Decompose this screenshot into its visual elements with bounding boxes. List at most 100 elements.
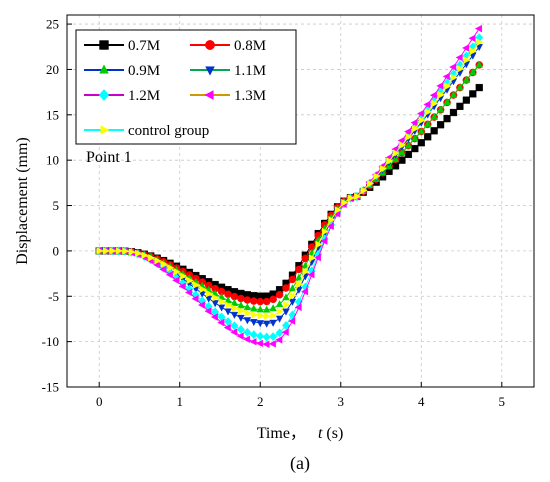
data-point bbox=[218, 297, 226, 306]
data-point bbox=[288, 317, 296, 325]
data-point bbox=[255, 339, 263, 348]
data-point bbox=[262, 297, 271, 306]
data-point bbox=[244, 309, 252, 317]
data-point bbox=[236, 324, 245, 335]
legend-marker bbox=[99, 64, 109, 74]
data-point bbox=[250, 319, 258, 327]
data-point bbox=[404, 141, 413, 149]
data-point bbox=[191, 295, 199, 303]
data-point bbox=[373, 172, 381, 180]
data-point bbox=[256, 297, 265, 306]
data-point bbox=[313, 253, 321, 262]
data-point bbox=[347, 194, 355, 202]
legend-label: 1.2M bbox=[128, 88, 160, 104]
data-point bbox=[288, 284, 297, 292]
data-point bbox=[379, 164, 387, 173]
data-point bbox=[468, 34, 476, 43]
x-tick-label: 4 bbox=[418, 394, 425, 409]
data-point bbox=[237, 294, 245, 303]
data-point bbox=[391, 155, 400, 163]
data-point bbox=[449, 90, 458, 98]
data-point bbox=[243, 335, 251, 344]
data-point bbox=[231, 304, 239, 312]
data-point bbox=[418, 116, 426, 125]
data-point bbox=[404, 127, 412, 136]
data-point bbox=[296, 280, 304, 289]
data-point bbox=[417, 127, 426, 135]
data-point bbox=[238, 307, 246, 315]
data-point bbox=[217, 318, 225, 327]
data-point bbox=[455, 53, 463, 62]
data-point bbox=[366, 179, 375, 188]
data-point bbox=[141, 251, 149, 260]
y-tick-label: -5 bbox=[48, 289, 59, 304]
data-point bbox=[399, 141, 407, 149]
data-point bbox=[223, 323, 231, 332]
y-tick-label: 0 bbox=[53, 243, 60, 258]
data-point bbox=[262, 305, 271, 313]
data-point bbox=[326, 222, 334, 230]
data-point bbox=[230, 328, 238, 336]
data-point bbox=[411, 145, 419, 153]
data-point bbox=[423, 120, 432, 128]
data-point bbox=[180, 272, 188, 280]
legend: 0.7M 0.8M 0.9M 1.1M 1.2M 1.3M control group bbox=[75, 29, 297, 145]
data-point bbox=[128, 248, 136, 256]
data-point bbox=[193, 281, 201, 289]
data-point bbox=[386, 157, 394, 165]
data-point bbox=[243, 303, 252, 311]
data-point bbox=[301, 261, 310, 269]
data-point bbox=[321, 227, 329, 236]
data-point bbox=[443, 98, 451, 106]
data-point bbox=[405, 133, 413, 141]
x-axis-label: Time， t (s) bbox=[257, 425, 344, 442]
data-point bbox=[256, 331, 265, 341]
data-point bbox=[431, 99, 439, 108]
data-point bbox=[211, 300, 219, 308]
data-point bbox=[122, 247, 130, 255]
data-point bbox=[251, 310, 259, 319]
data-point bbox=[294, 303, 302, 312]
data-point bbox=[256, 320, 264, 328]
data-point bbox=[391, 162, 400, 170]
data-point bbox=[268, 340, 276, 348]
data-point bbox=[437, 91, 445, 99]
data-point bbox=[243, 296, 252, 304]
data-point bbox=[102, 247, 110, 255]
data-point bbox=[269, 304, 277, 312]
data-point bbox=[96, 247, 104, 255]
data-point bbox=[436, 105, 445, 113]
data-point bbox=[354, 192, 362, 201]
data-point bbox=[147, 254, 156, 262]
data-point bbox=[300, 287, 309, 296]
data-point bbox=[398, 148, 406, 156]
data-point bbox=[429, 91, 437, 99]
data-point bbox=[115, 247, 123, 255]
data-point bbox=[462, 44, 470, 52]
data-point bbox=[436, 82, 444, 90]
x-tick-label: 3 bbox=[338, 394, 345, 409]
data-point bbox=[204, 307, 212, 315]
data-point bbox=[269, 332, 278, 342]
data-point bbox=[249, 330, 258, 340]
data-point bbox=[457, 65, 465, 73]
plot-frame bbox=[66, 14, 535, 388]
data-point bbox=[230, 311, 239, 319]
data-point bbox=[423, 100, 431, 109]
data-point bbox=[334, 206, 342, 214]
x-tick-label: 2 bbox=[257, 394, 264, 409]
data-point bbox=[476, 38, 484, 46]
y-tick-label: 10 bbox=[46, 153, 59, 168]
legend-marker bbox=[100, 125, 110, 135]
data-point bbox=[456, 83, 464, 91]
data-point bbox=[417, 139, 425, 147]
data-point bbox=[269, 319, 277, 327]
point-annotation: Point 1 bbox=[86, 149, 132, 166]
legend-label: 0.7M bbox=[128, 38, 160, 54]
data-point bbox=[282, 284, 290, 292]
y-axis-label: Displacement (mm) bbox=[14, 137, 31, 265]
data-point bbox=[449, 108, 458, 117]
legend-marker bbox=[205, 40, 215, 50]
data-point bbox=[475, 60, 483, 68]
